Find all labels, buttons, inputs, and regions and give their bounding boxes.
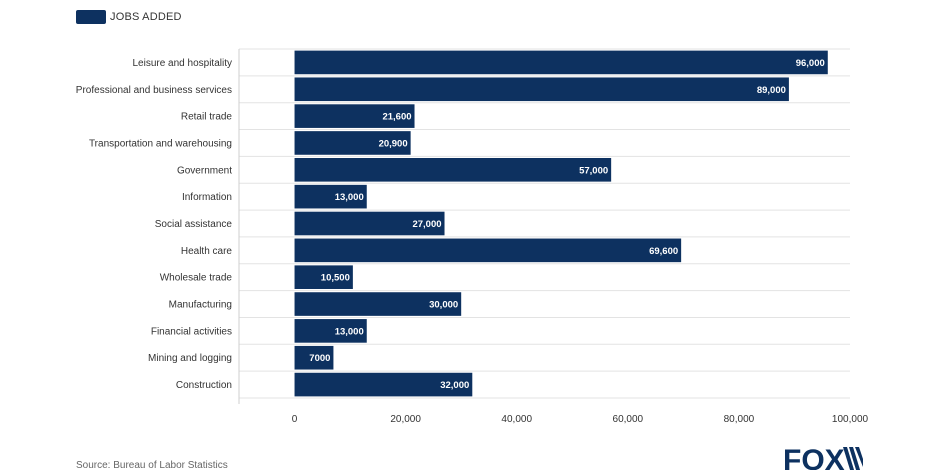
- legend-label: JOBS ADDED: [110, 11, 182, 23]
- category-label: Leisure and hospitality: [132, 58, 232, 69]
- x-tick-label: 20,000: [390, 414, 421, 425]
- bar: [294, 77, 789, 102]
- fox-news-logo: FOX: [783, 443, 863, 470]
- logo-stripes-icon: [843, 447, 863, 470]
- category-label: Wholesale trade: [160, 273, 233, 284]
- value-label: 57,000: [579, 165, 608, 176]
- bar: [294, 50, 828, 75]
- category-label: Construction: [176, 380, 232, 391]
- bar: [294, 184, 367, 209]
- value-label: 21,600: [382, 112, 411, 123]
- source-note: Source: Bureau of Labor Statistics: [76, 460, 228, 471]
- value-label: 69,600: [649, 246, 678, 257]
- value-label: 13,000: [335, 192, 364, 203]
- x-tick-label: 0: [292, 414, 298, 425]
- category-label: Transportation and warehousing: [89, 138, 232, 149]
- bar: [294, 265, 353, 290]
- legend-swatch: [76, 10, 106, 24]
- category-label: Mining and logging: [148, 353, 232, 364]
- bar-chart: 0 20,000 40,000 60,000 80,000 100,000 Leisure …: [76, 48, 869, 425]
- category-label: Manufacturing: [169, 300, 232, 311]
- x-tick-label: 60,000: [613, 414, 644, 425]
- x-tick-label: 80,000: [724, 414, 755, 425]
- value-label: 30,000: [429, 300, 458, 311]
- x-tick-label: 100,000: [832, 414, 869, 425]
- category-label: Retail trade: [181, 112, 233, 123]
- value-label: 96,000: [796, 58, 825, 69]
- bar: [294, 319, 367, 343]
- bar: [294, 104, 415, 128]
- category-label: Social assistance: [155, 219, 233, 230]
- value-label: 27,000: [412, 219, 441, 230]
- bar: [294, 211, 445, 236]
- category-label: Health care: [181, 246, 233, 257]
- bar: [294, 372, 473, 397]
- value-label: 20,900: [379, 138, 408, 149]
- logo-text: FOX: [783, 444, 845, 470]
- bar: [294, 157, 612, 182]
- value-label: 10,500: [321, 273, 350, 284]
- category-label: Professional and business services: [76, 85, 232, 96]
- bar: [294, 345, 334, 370]
- category-label: Government: [177, 165, 232, 176]
- category-label: Information: [182, 192, 232, 203]
- bar: [294, 131, 411, 155]
- bar: [294, 238, 682, 263]
- value-label: 13,000: [335, 326, 364, 337]
- category-label: Financial activities: [151, 326, 232, 337]
- x-tick-label: 40,000: [501, 414, 532, 425]
- bar: [294, 292, 462, 316]
- value-label: 89,000: [757, 85, 786, 96]
- value-label: 32,000: [440, 380, 469, 391]
- legend: JOBS ADDED: [76, 10, 182, 24]
- value-label: 7000: [309, 353, 330, 364]
